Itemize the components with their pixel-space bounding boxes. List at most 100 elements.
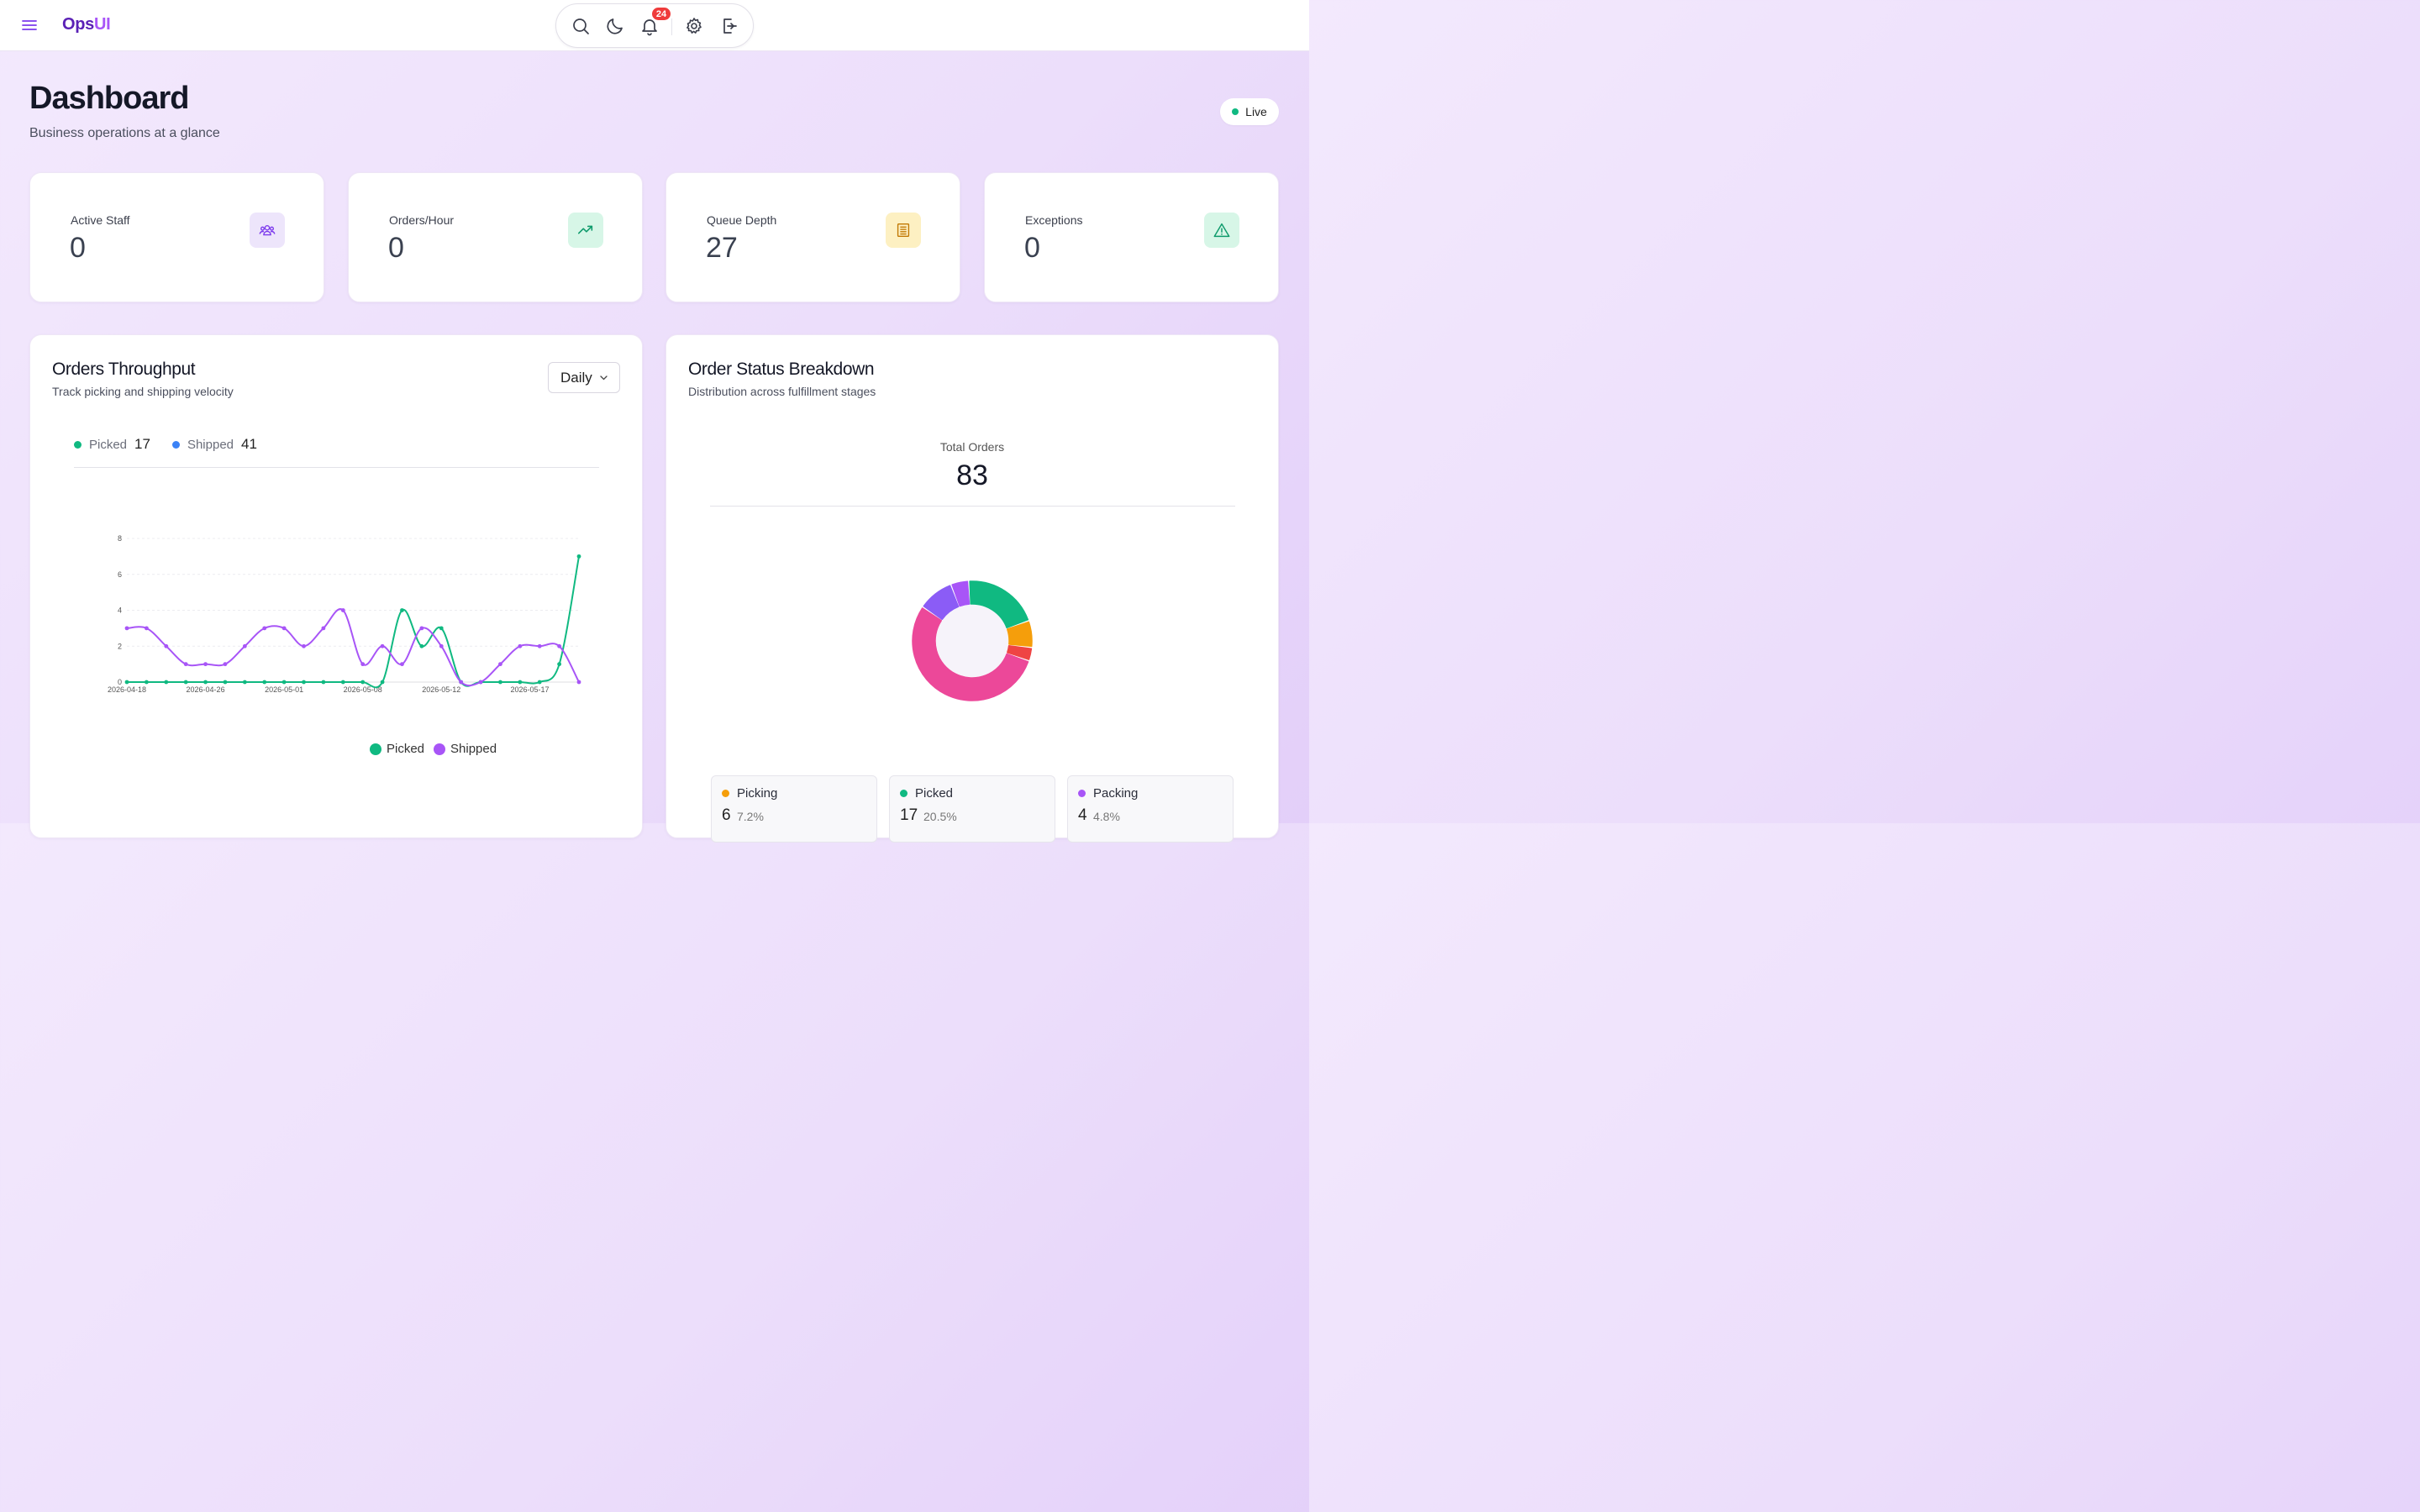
donut-slice-picked[interactable]: [969, 580, 1029, 629]
total-orders-label: Total Orders: [939, 440, 1005, 454]
data-point-shipped[interactable]: [242, 643, 247, 648]
status-card-packing[interactable]: Packing 4 4.8%: [1067, 775, 1234, 843]
data-point-picked[interactable]: [498, 680, 502, 685]
brand-part-2: UI: [94, 15, 111, 34]
data-point-picked[interactable]: [537, 680, 542, 685]
live-status-label: Live: [1245, 105, 1267, 118]
data-point-picked[interactable]: [124, 680, 129, 685]
panel-subtitle: Distribution across fulfillment stages: [688, 385, 876, 398]
data-point-shipped[interactable]: [164, 643, 169, 648]
kpi-label: Queue Depth: [707, 213, 777, 227]
data-point-picked[interactable]: [576, 554, 581, 559]
data-point-picked[interactable]: [360, 680, 366, 685]
menu-icon[interactable]: [20, 17, 39, 34]
donut-center: [936, 605, 1008, 677]
kpi-value: 27: [706, 232, 738, 264]
series-line-picked: [126, 556, 580, 689]
data-point-shipped[interactable]: [321, 626, 326, 631]
order-status-panel: Order Status Breakdown Distribution acro…: [666, 334, 1279, 843]
status-percent: 7.2%: [737, 810, 764, 823]
data-point-shipped[interactable]: [360, 662, 366, 667]
data-point-picked[interactable]: [380, 680, 385, 685]
data-point-picked[interactable]: [518, 680, 523, 685]
data-point-picked[interactable]: [164, 680, 169, 685]
data-point-shipped[interactable]: [439, 643, 444, 648]
data-point-shipped[interactable]: [576, 680, 581, 685]
y-tick-label: 2: [118, 642, 122, 650]
kpi-value: 0: [1024, 232, 1040, 264]
data-point-shipped[interactable]: [518, 643, 523, 648]
data-point-picked[interactable]: [439, 626, 444, 631]
x-tick-label: 2026-05-17: [510, 685, 549, 694]
data-point-picked[interactable]: [302, 680, 306, 685]
data-point-shipped[interactable]: [498, 662, 502, 667]
data-point-picked[interactable]: [144, 680, 149, 685]
data-point-picked[interactable]: [183, 680, 188, 685]
period-select[interactable]: Daily: [548, 362, 620, 393]
divider: [74, 467, 599, 468]
donut-slice-picking[interactable]: [1006, 621, 1033, 648]
toolbar: 24: [555, 3, 754, 48]
data-point-shipped[interactable]: [144, 626, 149, 631]
data-point-picked[interactable]: [321, 680, 326, 685]
data-point-shipped[interactable]: [262, 626, 267, 631]
status-name: Packing: [1093, 786, 1139, 801]
data-point-shipped[interactable]: [557, 643, 562, 648]
status-card-picked[interactable]: Picked 17 20.5%: [889, 775, 1055, 843]
data-point-shipped[interactable]: [478, 680, 483, 685]
data-point-picked[interactable]: [419, 643, 424, 648]
data-point-shipped[interactable]: [281, 626, 287, 631]
legend-picked-icon[interactable]: [370, 743, 381, 755]
data-point-shipped[interactable]: [183, 662, 188, 667]
status-name: Picking: [737, 786, 778, 801]
bell-icon[interactable]: [639, 16, 660, 36]
donut-slice-shipped[interactable]: [912, 607, 1029, 701]
brand-logo[interactable]: OpsUI: [62, 15, 111, 34]
data-point-shipped[interactable]: [380, 643, 385, 648]
kpi-label: Active Staff: [71, 213, 130, 227]
data-point-picked[interactable]: [223, 680, 228, 685]
donut-slice-exceptions[interactable]: [1007, 644, 1033, 660]
data-point-shipped[interactable]: [203, 662, 208, 667]
x-tick-label: 2026-05-12: [422, 685, 460, 694]
data-point-picked[interactable]: [203, 680, 208, 685]
moon-icon[interactable]: [605, 16, 625, 36]
gear-icon[interactable]: [684, 16, 704, 36]
y-tick-label: 0: [118, 678, 122, 686]
data-point-shipped[interactable]: [223, 662, 228, 667]
data-point-picked[interactable]: [262, 680, 267, 685]
donut-slice-packing[interactable]: [923, 585, 960, 621]
chart-legend: Picked Shipped: [370, 742, 497, 756]
data-point-picked[interactable]: [281, 680, 287, 685]
logout-icon[interactable]: [719, 16, 739, 36]
stat-label: Picked: [89, 437, 128, 452]
legend-label[interactable]: Shipped: [450, 742, 497, 756]
status-card-label: Packing: [1078, 786, 1138, 801]
status-donut-chart: [912, 580, 1033, 701]
data-point-shipped[interactable]: [340, 608, 345, 612]
kpi-card-active-staff: Active Staff 0: [29, 172, 324, 302]
panel-subtitle: Track picking and shipping velocity: [52, 385, 234, 398]
data-point-shipped[interactable]: [537, 643, 542, 648]
top-bar: OpsUI 24: [0, 0, 1309, 51]
data-point-shipped[interactable]: [124, 626, 129, 631]
donut-slice-other[interactable]: [951, 580, 971, 607]
data-point-shipped[interactable]: [419, 626, 424, 631]
data-point-shipped[interactable]: [302, 643, 306, 648]
notification-badge: 24: [651, 7, 671, 21]
legend-shipped-icon[interactable]: [434, 743, 446, 755]
data-point-picked[interactable]: [242, 680, 247, 685]
page-subtitle: Business operations at a glance: [29, 126, 220, 140]
data-point-picked[interactable]: [400, 608, 404, 612]
search-icon[interactable]: [571, 16, 591, 36]
legend-label[interactable]: Picked: [387, 742, 425, 756]
data-point-picked[interactable]: [557, 662, 562, 667]
picked-dot-icon: [74, 440, 82, 449]
status-card-picking[interactable]: Picking 6 7.2%: [711, 775, 877, 843]
picked-dot-icon: [900, 790, 908, 797]
data-point-picked[interactable]: [340, 680, 345, 685]
stat-value: 41: [241, 436, 257, 452]
data-point-shipped[interactable]: [400, 662, 404, 667]
trending-up-icon: [568, 213, 603, 248]
data-point-shipped[interactable]: [459, 680, 464, 685]
